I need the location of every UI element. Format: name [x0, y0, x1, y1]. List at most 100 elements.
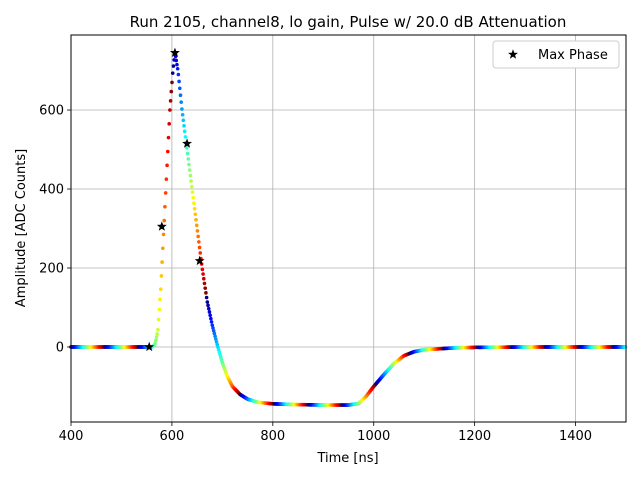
waveform-sample-point — [212, 331, 217, 336]
waveform-sample-point — [163, 191, 168, 195]
data-layer — [69, 51, 628, 407]
waveform-sample-point — [206, 303, 210, 308]
waveform-sample-point — [214, 340, 219, 344]
waveform-sample-point — [169, 89, 174, 94]
waveform-sample-point — [205, 300, 210, 304]
waveform-sample-point — [183, 135, 188, 139]
waveform-sample-point — [180, 107, 184, 111]
waveform-sample-point — [187, 162, 191, 167]
waveform-sample-point — [157, 307, 162, 312]
waveform-sample-point — [174, 58, 179, 63]
waveform-sample-point — [176, 72, 181, 77]
waveform-sample-point — [159, 274, 164, 278]
waveform-sample-point — [161, 232, 166, 237]
waveform-sample-point — [161, 246, 165, 251]
x-tick-label: 600 — [159, 429, 184, 444]
waveform-sample-point — [170, 80, 174, 85]
max-phase-star-marker — [156, 221, 167, 231]
y-axis-label: Amplitude [ADC Counts] — [14, 149, 29, 307]
waveform-sample-point — [204, 291, 208, 295]
x-tick-label: 800 — [260, 429, 285, 444]
waveform-sample-point — [182, 129, 187, 134]
chart-title: Run 2105, channel8, lo gain, Pulse w/ 20… — [130, 13, 567, 31]
waveform-sample-point — [192, 201, 196, 206]
waveform-sample-point — [194, 223, 199, 228]
max-phase-star-marker — [144, 341, 155, 352]
waveform-sample-point — [185, 151, 190, 156]
waveform-sample-point — [198, 251, 203, 255]
legend-star-icon — [508, 49, 518, 59]
waveform-sample-point — [194, 218, 198, 222]
x-tick-label: 1200 — [458, 429, 491, 444]
marker-layer — [144, 47, 205, 352]
waveform-sample-point — [204, 295, 209, 300]
waveform-sample-point — [165, 149, 170, 154]
waveform-sample-point — [178, 93, 183, 98]
waveform-sample-point — [208, 313, 212, 318]
waveform-sample-point — [168, 99, 173, 103]
x-axis-label: Time [ns] — [316, 451, 378, 466]
waveform-sample-point — [177, 79, 181, 84]
waveform-sample-point — [186, 157, 191, 161]
waveform-sample-point — [185, 146, 189, 150]
waveform-sample-point — [181, 118, 186, 123]
waveform-sample-point — [180, 112, 185, 117]
waveform-sample-point — [175, 66, 180, 71]
waveform-sample-point — [189, 179, 193, 183]
waveform-sample-point — [167, 122, 171, 126]
waveform-sample-point — [160, 260, 164, 264]
waveform-sample-point — [187, 168, 192, 172]
waveform-sample-point — [158, 297, 162, 302]
waveform-sample-point — [209, 320, 214, 324]
waveform-sample-point — [164, 177, 169, 181]
waveform-sample-point — [182, 124, 186, 128]
waveform-sample-point — [203, 286, 208, 290]
waveform-sample-point — [175, 62, 179, 67]
y-tick-label: 200 — [39, 261, 64, 276]
max-phase-star-marker — [169, 47, 180, 57]
waveform-sample-point — [163, 204, 167, 209]
waveform-sample-point — [162, 218, 167, 223]
x-tick-label: 1000 — [357, 429, 390, 444]
waveform-sample-point — [200, 267, 205, 272]
waveform-sample-point — [214, 337, 218, 341]
waveform-sample-point — [153, 338, 158, 343]
legend: Max Phase — [492, 40, 620, 69]
legend-label-max-phase: Max Phase — [538, 48, 608, 63]
waveform-sample-point — [158, 287, 163, 291]
waveform-sample-point — [188, 173, 193, 178]
waveform-sample-point — [206, 306, 211, 311]
x-tick-label: 400 — [59, 429, 84, 444]
y-tick-label: 600 — [39, 104, 64, 119]
legend-box — [492, 40, 620, 69]
waveform-sample-point — [197, 245, 202, 250]
waveform-sample-point — [195, 229, 200, 233]
legend-star-marker — [508, 49, 518, 59]
y-tick-label: 400 — [39, 183, 64, 198]
waveform-sample-point — [197, 240, 201, 244]
waveform-sample-point — [193, 212, 198, 217]
waveform-sample-point — [192, 206, 197, 211]
waveform-sample-point — [156, 317, 161, 322]
waveform-sample-point — [209, 316, 213, 321]
waveform-sample-point — [207, 310, 212, 314]
waveform-sample-point — [210, 323, 215, 328]
waveform-sample-point — [165, 163, 169, 168]
waveform-sample-point — [211, 326, 215, 330]
waveform-sample-point — [202, 281, 207, 286]
grid-layer — [70, 35, 626, 422]
waveform-sample-point — [166, 135, 171, 140]
waveform-sample-point — [177, 86, 182, 91]
waveform-sample-point — [213, 334, 217, 339]
waveform-sample-point — [155, 332, 159, 336]
waveform-sample-point — [196, 234, 200, 239]
waveform-sample-point — [191, 195, 195, 200]
max-phase-star-marker — [194, 255, 205, 266]
y-tick-label: 0 — [56, 340, 64, 355]
waveform-sample-point — [170, 71, 175, 75]
max-phase-star-marker — [182, 138, 192, 148]
waveform-sample-point — [168, 108, 172, 112]
waveform-sample-point — [179, 100, 183, 104]
